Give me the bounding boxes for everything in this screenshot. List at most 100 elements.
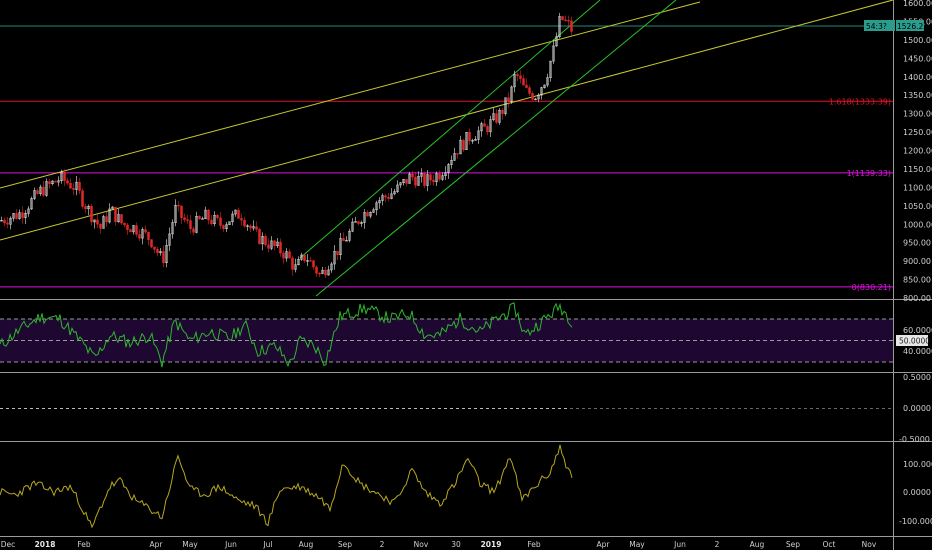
candle-body — [246, 225, 249, 227]
candle-body — [111, 206, 114, 210]
time-axis-label: Apr — [150, 540, 164, 549]
candle-body — [315, 266, 318, 274]
candle-body — [261, 236, 264, 245]
candle-body — [552, 45, 555, 62]
oscillator-pane[interactable]: 100.0000 0.0000 -100.0000 — [0, 444, 932, 529]
time-axis[interactable]: Dec 2018 Feb Apr May Jun Jul Aug Sep 2 Nov 30 2019 Fe… — [1, 540, 877, 549]
candle-body — [288, 251, 291, 259]
candle-body — [480, 123, 483, 132]
candle-body — [474, 139, 477, 141]
candle-body — [270, 240, 273, 249]
candle-body — [531, 93, 534, 100]
time-axis-label: May — [182, 540, 198, 549]
candle-body — [567, 20, 570, 22]
candle-body — [81, 190, 84, 207]
candle-body — [120, 214, 123, 224]
time-axis-label: Apr — [597, 540, 611, 549]
trendlines[interactable] — [0, 0, 894, 297]
candle-body — [48, 181, 51, 184]
zero-pane[interactable]: 0.5000 0.0000 -0.5000 — [0, 373, 931, 444]
candle-body — [468, 132, 471, 142]
candle-body — [213, 215, 216, 225]
candle-body — [30, 198, 33, 210]
candle-body — [279, 241, 282, 254]
candle-body — [297, 259, 300, 266]
candle-body — [333, 251, 336, 265]
time-axis-label: 30 — [451, 540, 461, 549]
candle-body — [291, 257, 294, 270]
candle-body — [378, 200, 381, 204]
price-axis-label: 1150.00 — [903, 165, 932, 174]
candle-body — [132, 225, 135, 233]
candle-body — [306, 260, 309, 262]
candle-body — [228, 221, 231, 225]
candle-body — [87, 205, 90, 210]
candle-body — [90, 205, 93, 223]
price-axis-label: 1600.00 — [903, 0, 932, 8]
candle-body — [45, 181, 48, 196]
candle-body — [276, 241, 279, 246]
candle-body — [435, 173, 438, 183]
candle-body — [126, 224, 129, 230]
candle-body — [381, 195, 384, 201]
candle-body — [237, 209, 240, 219]
candle-body — [303, 254, 306, 261]
candle-body — [144, 229, 147, 233]
time-axis-label: Nov — [862, 540, 877, 549]
rsi-current-tag-text: 50.0000 — [899, 337, 930, 346]
price-axis-label: 1250.00 — [903, 128, 932, 137]
time-axis-label: Sep — [338, 540, 352, 549]
candle-body — [6, 222, 9, 225]
candle-body — [525, 84, 528, 88]
candle-body — [186, 219, 189, 221]
osc-label-top: 100.0000 — [903, 460, 932, 469]
candle-body — [180, 205, 183, 219]
candle-body — [117, 214, 120, 223]
zero-label-top: 0.5000 — [903, 373, 931, 382]
candle-body — [390, 193, 393, 199]
candle-body — [339, 238, 342, 255]
candle-body — [369, 212, 372, 217]
rsi-label-60: 60.0000 — [903, 326, 932, 335]
candle-body — [375, 202, 378, 211]
rsi-current-tag — [896, 335, 928, 346]
price-pane[interactable]: 1600.001550.001500.001450.001400.001350.… — [0, 0, 932, 303]
price-axis-label: 1400.00 — [903, 73, 932, 82]
candle-body — [360, 222, 363, 224]
oscillator-line — [0, 444, 573, 529]
rsi-line — [0, 302, 573, 368]
candle-body — [42, 186, 45, 196]
candle-body — [561, 16, 564, 21]
channel-line-upper[interactable] — [299, 0, 601, 259]
candle-body — [402, 179, 405, 184]
osc-label-mid: 0.0000 — [903, 488, 931, 497]
candle-body — [330, 263, 333, 271]
candle-body — [36, 190, 39, 194]
candle-body — [465, 132, 468, 150]
time-axis-label: 2 — [715, 540, 720, 549]
candle-body — [324, 269, 327, 276]
trendline-yellow-lower[interactable] — [0, 0, 894, 241]
candle-body — [501, 109, 504, 114]
candle-body — [114, 206, 117, 223]
time-axis-label: 2018 — [35, 540, 56, 549]
trendline-yellow-upper[interactable] — [0, 1, 701, 189]
candle-body — [408, 173, 411, 184]
candle-body — [252, 226, 255, 229]
candle-body — [453, 153, 456, 161]
candle-body — [171, 222, 174, 235]
zero-label-bottom: -0.5000 — [899, 435, 930, 444]
candle-body — [543, 84, 546, 88]
time-axis-label: May — [629, 540, 645, 549]
price-axis-label: 1200.00 — [903, 147, 932, 156]
candle-body — [366, 212, 369, 217]
candle-body — [159, 251, 162, 254]
candle-body — [492, 113, 495, 120]
channel-line-lower[interactable] — [315, 0, 677, 297]
rsi-pane[interactable]: 60.0000 50.0000 40.0000 — [0, 302, 932, 368]
candle-body — [426, 174, 429, 186]
candle-body — [138, 234, 141, 239]
price-axis-label: 1000.00 — [903, 220, 932, 229]
